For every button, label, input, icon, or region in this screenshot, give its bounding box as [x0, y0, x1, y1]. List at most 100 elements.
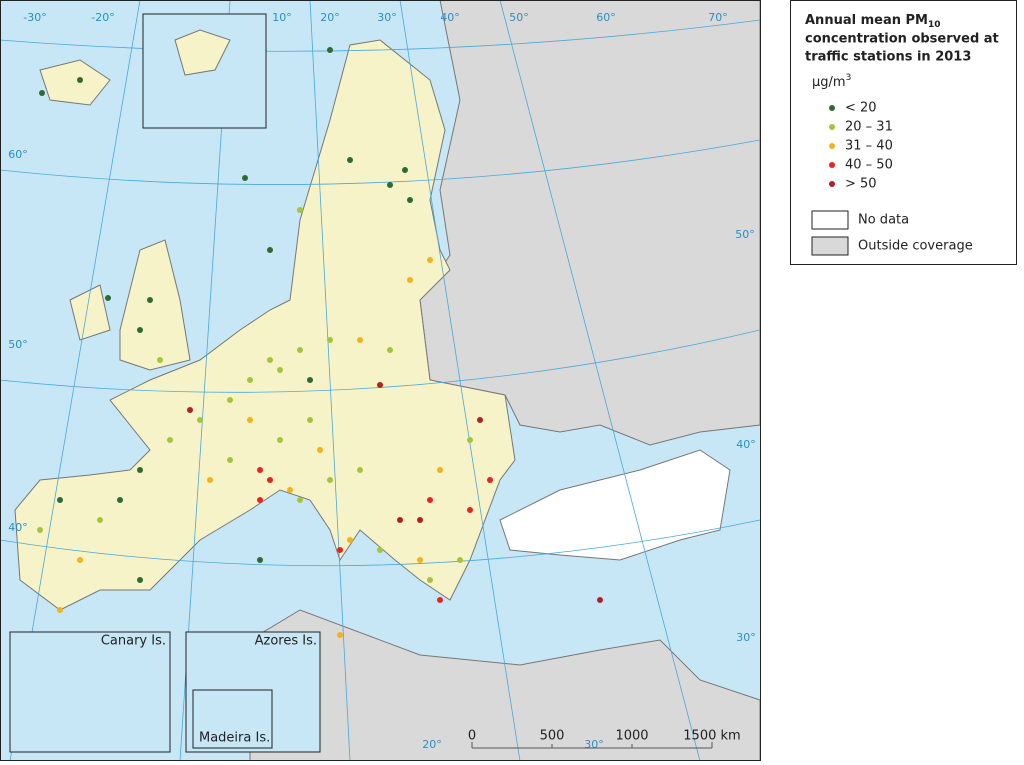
graticule-label: 20°: [422, 738, 442, 751]
legend-label: > 50: [845, 177, 877, 192]
station: [57, 607, 63, 613]
legend-title: concentration observed at: [805, 32, 999, 47]
station: [137, 577, 143, 583]
station: [357, 337, 363, 343]
station: [377, 382, 383, 388]
no-data-turkey: [499, 449, 731, 561]
station: [242, 175, 248, 181]
station: [247, 377, 253, 383]
legend-classes: < 20 20 – 31 31 – 40 40 – 50 > 50: [829, 101, 893, 192]
legend-label: 40 – 50: [845, 158, 893, 173]
station: [427, 257, 433, 263]
graticule-label: 40°: [8, 521, 28, 534]
scale-labels: 0 500 1000 1500 km: [468, 729, 741, 744]
station: [437, 467, 443, 473]
no-data-swatch: [811, 210, 849, 230]
station: [407, 197, 413, 203]
graticule-label: 40°: [440, 11, 460, 24]
legend-dot: [829, 105, 835, 111]
station: [97, 517, 103, 523]
station: [347, 537, 353, 543]
azores-title: Azores Is.: [255, 634, 317, 649]
station: [307, 377, 313, 383]
scale-label: 500: [540, 729, 565, 744]
station: [297, 207, 303, 213]
station: [347, 157, 353, 163]
station: [167, 437, 173, 443]
station: [297, 347, 303, 353]
station: [337, 632, 343, 638]
graticule-label: 50°: [8, 338, 28, 351]
legend-dot: [829, 181, 835, 187]
station: [357, 467, 363, 473]
graticule-label: 60°: [596, 11, 616, 24]
graticule-label: 30°: [377, 11, 397, 24]
graticule-label: 30°: [584, 738, 604, 751]
scale-bar: [471, 742, 713, 749]
scale-label: 1500 km: [683, 729, 740, 744]
station: [597, 597, 603, 603]
station: [37, 527, 43, 533]
graticule-label: 60°: [8, 148, 28, 161]
graticule-label: -20°: [91, 11, 114, 24]
graticule-label: 40°: [736, 438, 756, 451]
scale-label: 1000: [615, 729, 648, 744]
svalbard: [174, 29, 231, 76]
scale-label: 0: [468, 729, 476, 744]
station: [287, 487, 293, 493]
great-britain: [119, 239, 191, 371]
station: [227, 397, 233, 403]
station: [137, 467, 143, 473]
station: [467, 507, 473, 513]
canary-title: Canary Is.: [101, 634, 166, 649]
graticule-label: -30°: [23, 11, 46, 24]
station: [207, 477, 213, 483]
madeira-inset: [192, 689, 273, 749]
station: [77, 557, 83, 563]
station: [477, 417, 483, 423]
station: [137, 327, 143, 333]
legend-label: 20 – 31: [845, 120, 893, 135]
outside-swatch: [811, 236, 849, 256]
station: [387, 347, 393, 353]
station: [267, 477, 273, 483]
madeira-title: Madeira Is.: [199, 731, 270, 746]
station: [147, 297, 153, 303]
station: [197, 417, 203, 423]
station: [257, 467, 263, 473]
station: [317, 447, 323, 453]
station: [247, 417, 253, 423]
station: [277, 367, 283, 373]
azores-inset: [185, 631, 321, 753]
station: [377, 547, 383, 553]
ireland: [69, 284, 111, 341]
legend-dot: [829, 124, 835, 130]
graticule-label: 10°: [272, 11, 292, 24]
station: [417, 517, 423, 523]
graticule-label: 50°: [735, 228, 755, 241]
legend-unit: μg/m3: [812, 73, 851, 90]
station: [39, 90, 45, 96]
station: [227, 457, 233, 463]
station: [267, 247, 273, 253]
station: [427, 577, 433, 583]
station: [407, 277, 413, 283]
stations: [37, 47, 603, 708]
station: [402, 167, 408, 173]
no-data-label: No data: [858, 213, 909, 228]
legend-label: < 20: [845, 101, 877, 116]
station: [117, 497, 123, 503]
station: [487, 477, 493, 483]
station: [77, 77, 83, 83]
legend-title: Annual mean PM10: [805, 13, 941, 30]
station: [327, 47, 333, 53]
station: [457, 557, 463, 563]
station: [387, 182, 393, 188]
outside-coverage-east: [419, 0, 761, 446]
station: [327, 477, 333, 483]
station: [467, 437, 473, 443]
legend-title: traffic stations in 2013: [805, 50, 971, 65]
legend-dot: [829, 143, 835, 149]
graticule-label: 70°: [708, 11, 728, 24]
